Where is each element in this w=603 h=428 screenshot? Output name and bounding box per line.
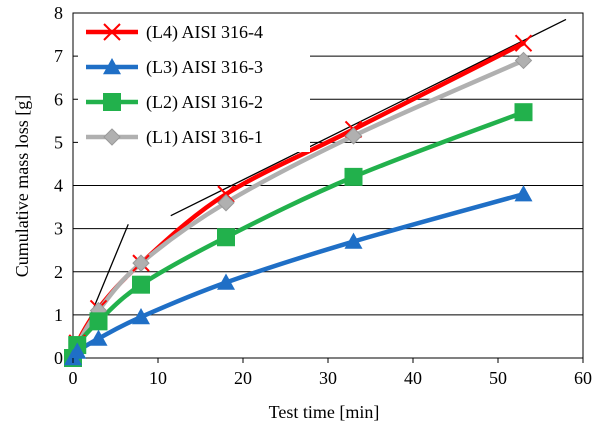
series-3-point-2 bbox=[89, 312, 108, 331]
legend: (L4) AISI 316-4 (L3) AISI 316-3 (L2) AISI … bbox=[78, 16, 310, 152]
legend-label-4: (L1) AISI 316-1 bbox=[146, 127, 263, 148]
x-tick-label: 30 bbox=[319, 368, 337, 388]
series-2-point-1 bbox=[68, 342, 87, 359]
series-4-point-3 bbox=[132, 254, 150, 272]
x-tick-label: 60 bbox=[574, 368, 592, 388]
marker-stroke bbox=[103, 23, 121, 41]
series-3-point-6 bbox=[514, 103, 533, 122]
y-axis-ticks: 0 1 2 3 4 5 6 7 8 bbox=[54, 3, 63, 368]
legend-marker-1 bbox=[103, 23, 121, 41]
legend-marker-4 bbox=[103, 128, 121, 146]
marker-stroke bbox=[514, 34, 533, 52]
y-tick-label: 4 bbox=[54, 176, 63, 196]
y-axis-label: Cumulative mass loss [g] bbox=[12, 95, 32, 278]
series-2-point-3 bbox=[132, 308, 150, 325]
y-tick-label: 3 bbox=[54, 219, 63, 239]
reference-line-2 bbox=[170, 18, 567, 217]
y-tick-label: 1 bbox=[54, 305, 63, 325]
x-axis-ticks: 0 10 20 30 40 50 60 bbox=[69, 358, 592, 388]
x-tick-label: 50 bbox=[489, 368, 507, 388]
series-2-point-4 bbox=[217, 273, 235, 290]
x-axis-label: Test time [min] bbox=[269, 402, 380, 422]
y-tick-label: 5 bbox=[54, 132, 63, 152]
y-tick-label: 0 bbox=[54, 348, 63, 368]
series-4-point-4 bbox=[217, 194, 235, 212]
legend-background bbox=[78, 16, 310, 152]
y-tick-label: 8 bbox=[54, 3, 63, 23]
series-2-point-2 bbox=[89, 329, 108, 346]
series-3-point-3 bbox=[132, 275, 150, 294]
y-tick-label: 2 bbox=[54, 262, 63, 282]
x-tick-label: 20 bbox=[234, 368, 252, 388]
series-1-point-6 bbox=[514, 34, 533, 52]
series-2-point-5 bbox=[344, 232, 363, 249]
legend-marker-3 bbox=[103, 93, 121, 111]
series-4-point-6 bbox=[514, 51, 533, 70]
y-tick-label: 6 bbox=[54, 89, 63, 109]
x-tick-label: 10 bbox=[149, 368, 167, 388]
series-2-point-6 bbox=[514, 185, 533, 202]
legend-label-2: (L3) AISI 316-3 bbox=[146, 57, 263, 78]
legend-label-1: (L4) AISI 316-4 bbox=[146, 22, 263, 43]
y-tick-label: 7 bbox=[54, 46, 63, 66]
legend-marker-2 bbox=[103, 58, 121, 75]
legend-label-3: (L2) AISI 316-2 bbox=[146, 92, 263, 113]
x-tick-label: 0 bbox=[69, 368, 78, 388]
series-4-point-5 bbox=[344, 127, 363, 145]
x-tick-label: 40 bbox=[404, 368, 422, 388]
series-3-point-4 bbox=[217, 228, 235, 247]
series-3-point-5 bbox=[344, 167, 363, 186]
